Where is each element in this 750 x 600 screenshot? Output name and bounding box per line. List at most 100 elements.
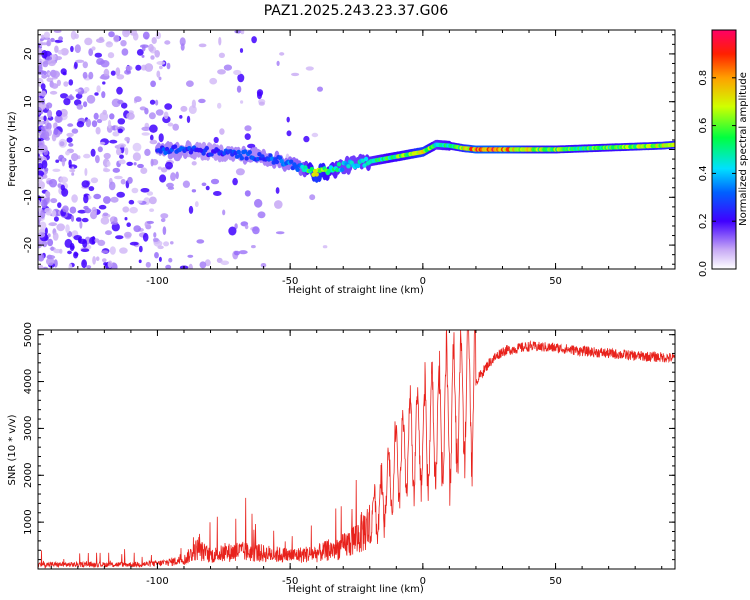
spectrogram-xlabel: Height of straight line (km) <box>288 285 424 296</box>
noise-blob <box>166 62 171 70</box>
colorbar-tick-label: 0.6 <box>698 118 709 134</box>
noise-blob <box>168 257 173 263</box>
noise-blob <box>124 136 131 142</box>
noise-blob <box>109 246 116 255</box>
noise-blob <box>163 241 170 247</box>
noise-blob <box>74 44 81 53</box>
noise-blob <box>38 96 41 101</box>
noise-blob <box>172 123 179 131</box>
ridge-cell <box>363 156 369 162</box>
ridge-cell <box>172 144 178 149</box>
heatmap-area <box>38 30 675 269</box>
noise-blob <box>42 266 49 269</box>
ridge-cell <box>311 172 316 177</box>
x-tick-label: -50 <box>282 276 298 287</box>
x-tick-label: 0 <box>420 576 426 587</box>
noise-blob <box>251 245 256 249</box>
noise-blob <box>102 81 106 85</box>
noise-blob <box>239 48 244 53</box>
y-tick-label: 10 <box>23 95 34 108</box>
snr-frame <box>37 329 676 570</box>
noise-blob <box>67 250 72 255</box>
noise-blob <box>140 188 150 193</box>
noise-blob <box>103 168 111 173</box>
noise-blob <box>138 245 143 253</box>
noise-blob <box>149 139 158 145</box>
noise-blob <box>43 31 51 39</box>
noise-blob <box>194 201 199 208</box>
noise-blob <box>48 222 57 227</box>
noise-blob <box>164 40 171 45</box>
ridge-cell <box>295 167 300 172</box>
noise-blob <box>96 118 103 124</box>
noise-blob <box>42 174 48 179</box>
noise-blob <box>220 260 230 266</box>
noise-blob <box>41 74 48 79</box>
noise-blob <box>124 231 132 238</box>
snr-series <box>38 330 675 569</box>
noise-blob <box>65 150 70 156</box>
noise-blob <box>274 200 283 209</box>
noise-blob <box>110 70 116 76</box>
snr-ylabel: SNR (10 * v/v) <box>7 414 18 485</box>
noise-blob <box>218 52 225 58</box>
noise-blob <box>88 71 94 80</box>
noise-blob <box>144 148 151 156</box>
noise-blob <box>155 99 159 106</box>
ridge-cell <box>335 167 340 173</box>
noise-blob <box>186 115 191 123</box>
noise-blob <box>88 48 94 56</box>
noise-blob <box>60 108 68 117</box>
noise-blob <box>126 222 131 227</box>
noise-blob <box>105 41 114 48</box>
noise-blob <box>91 46 96 51</box>
noise-blob <box>70 45 74 53</box>
noise-blob <box>135 64 142 71</box>
noise-blob <box>317 86 323 92</box>
noise-blob <box>120 40 127 47</box>
noise-blob <box>107 52 115 59</box>
noise-blob <box>83 101 88 108</box>
noise-blob <box>66 137 73 143</box>
ridge-cell <box>340 167 345 172</box>
noise-blob <box>141 126 151 131</box>
noise-blob <box>180 43 185 51</box>
ridge-cell <box>355 163 361 169</box>
noise-blob <box>210 178 220 185</box>
noise-blob <box>82 239 88 248</box>
noise-blob <box>76 104 84 110</box>
noise-blob <box>109 139 118 144</box>
noise-blob <box>81 217 89 223</box>
noise-blob <box>44 131 50 139</box>
ridge-cell <box>336 162 342 167</box>
noise-blob <box>83 194 89 204</box>
noise-blob <box>156 70 161 78</box>
noise-blob <box>61 157 66 167</box>
noise-blob <box>126 112 135 120</box>
noise-blob <box>46 196 50 203</box>
noise-blob <box>303 135 310 143</box>
noise-blob <box>49 90 58 95</box>
colorbar-tick-label: 0.4 <box>698 165 709 181</box>
noise-blob <box>165 161 173 170</box>
noise-blob <box>95 126 101 135</box>
noise-blob <box>117 118 126 125</box>
noise-blob <box>233 250 240 256</box>
ridge-cell <box>672 142 675 147</box>
noise-blob <box>60 184 65 191</box>
noise-blob <box>43 70 47 75</box>
noise-blob <box>92 255 96 265</box>
noise-blob <box>279 52 285 56</box>
noise-blob <box>131 187 139 194</box>
noise-blob <box>228 226 237 236</box>
noise-blob <box>311 132 319 138</box>
noise-blob <box>51 70 60 78</box>
x-tick-label: 50 <box>549 576 562 587</box>
noise-blob <box>198 43 207 48</box>
noise-blob <box>50 246 54 251</box>
y-tick-label: -10 <box>23 189 34 205</box>
noise-blob <box>38 139 45 149</box>
noise-blob <box>142 31 150 40</box>
noise-blob <box>160 218 166 223</box>
